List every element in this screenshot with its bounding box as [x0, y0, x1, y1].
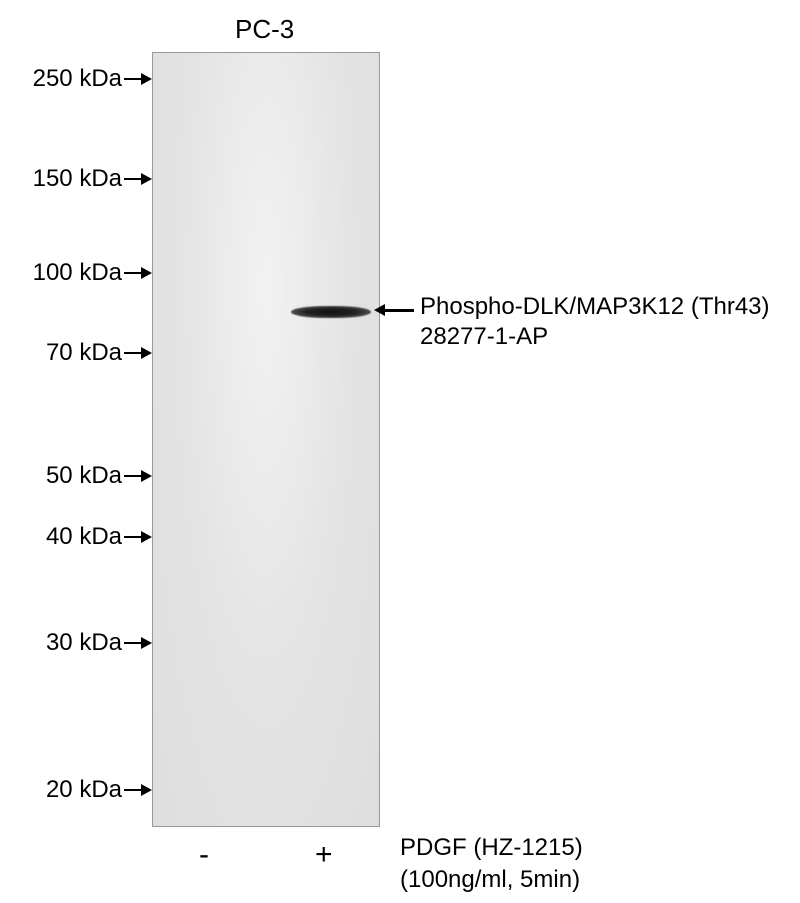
ladder-marker-label: 20 kDa [46, 776, 122, 804]
ladder-marker: 150 kDa [0, 165, 150, 193]
ladder-marker-label: 100 kDa [33, 259, 122, 287]
arrow-right-icon [124, 272, 150, 275]
treatment-label: PDGF (HZ-1215) (100ng/ml, 5min) [400, 832, 583, 897]
ladder-marker-label: 250 kDa [33, 65, 122, 93]
treatment-line2: (100ng/ml, 5min) [400, 864, 583, 896]
ladder-marker-label: 70 kDa [46, 339, 122, 367]
treatment-line1: PDGF (HZ-1215) [400, 832, 583, 864]
arrow-right-icon [124, 352, 150, 355]
protein-band [291, 306, 371, 318]
lane-minus: - [199, 838, 209, 872]
antibody-label-line2: 28277-1-AP [420, 322, 770, 352]
arrow-right-icon [124, 536, 150, 539]
ladder-marker: 50 kDa [0, 462, 150, 490]
antibody-arrow [384, 309, 414, 312]
arrow-right-icon [124, 178, 150, 181]
ladder-marker: 70 kDa [0, 339, 150, 367]
arrow-right-icon [124, 475, 150, 478]
arrow-right-icon [124, 789, 150, 792]
ladder-marker-label: 150 kDa [33, 165, 122, 193]
ladder-marker: 250 kDa [0, 65, 150, 93]
ladder-marker: 100 kDa [0, 259, 150, 287]
ladder-marker: 20 kDa [0, 776, 150, 804]
arrow-right-icon [124, 78, 150, 81]
ladder-marker: 30 kDa [0, 629, 150, 657]
figure-root: PC-3 WWW.PTGLAB.COM Phospho-DLK/MAP3K12 … [0, 0, 800, 903]
ladder-marker-label: 30 kDa [46, 629, 122, 657]
antibody-label: Phospho-DLK/MAP3K12 (Thr43) 28277-1-AP [420, 292, 770, 352]
sample-label: PC-3 [235, 14, 294, 45]
arrow-right-icon [124, 642, 150, 645]
ladder-marker-label: 50 kDa [46, 462, 122, 490]
ladder-marker-label: 40 kDa [46, 523, 122, 551]
lane-plus: + [315, 838, 333, 872]
blot-membrane: WWW.PTGLAB.COM [152, 52, 380, 827]
antibody-label-line1: Phospho-DLK/MAP3K12 (Thr43) [420, 292, 770, 322]
ladder-marker: 40 kDa [0, 523, 150, 551]
